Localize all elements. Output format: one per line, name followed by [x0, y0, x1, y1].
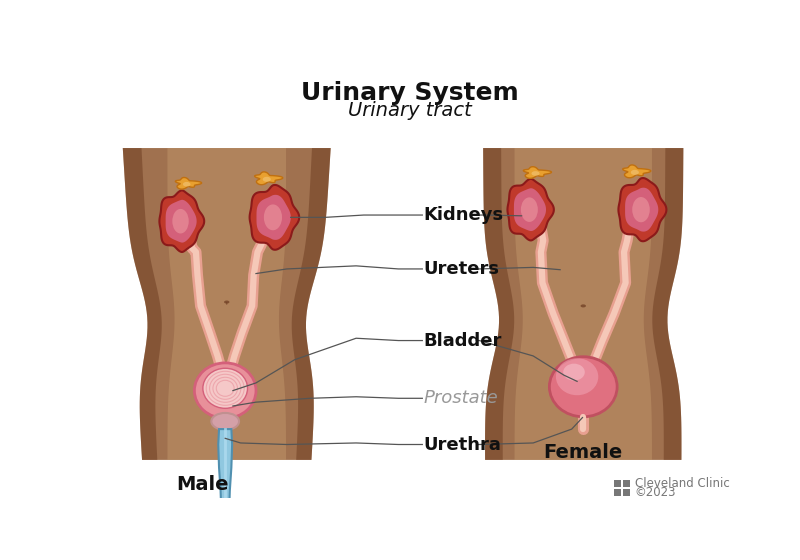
Ellipse shape	[203, 368, 247, 408]
Polygon shape	[614, 489, 621, 496]
Ellipse shape	[183, 182, 190, 186]
Polygon shape	[159, 190, 204, 252]
Ellipse shape	[581, 305, 586, 307]
Ellipse shape	[630, 170, 639, 175]
Ellipse shape	[224, 301, 230, 304]
Polygon shape	[514, 188, 546, 231]
Ellipse shape	[194, 363, 256, 418]
Text: Male: Male	[176, 475, 228, 494]
Ellipse shape	[521, 197, 538, 222]
Polygon shape	[122, 148, 162, 460]
Polygon shape	[623, 480, 630, 487]
Text: Ureters: Ureters	[424, 260, 500, 278]
Ellipse shape	[531, 171, 539, 176]
Text: Prostate: Prostate	[424, 389, 498, 407]
Polygon shape	[614, 480, 621, 487]
Polygon shape	[175, 178, 202, 189]
Polygon shape	[250, 185, 299, 250]
Text: Kidneys: Kidneys	[424, 206, 504, 224]
Ellipse shape	[172, 209, 189, 234]
Polygon shape	[622, 165, 650, 178]
Ellipse shape	[211, 413, 239, 430]
Polygon shape	[623, 489, 630, 496]
Polygon shape	[652, 148, 683, 460]
Ellipse shape	[563, 363, 585, 381]
Polygon shape	[254, 172, 282, 185]
Ellipse shape	[262, 177, 271, 182]
Polygon shape	[402, 141, 456, 487]
Polygon shape	[292, 148, 330, 460]
Polygon shape	[257, 195, 291, 240]
Polygon shape	[122, 148, 330, 460]
Polygon shape	[625, 188, 658, 232]
Ellipse shape	[550, 357, 617, 417]
Text: Urinary tract: Urinary tract	[348, 101, 472, 120]
Text: Urethra: Urethra	[424, 436, 502, 454]
Polygon shape	[218, 429, 232, 514]
Text: Bladder: Bladder	[424, 332, 502, 349]
Polygon shape	[523, 167, 551, 179]
Text: Female: Female	[544, 443, 623, 462]
Ellipse shape	[264, 204, 282, 230]
Text: Urinary System: Urinary System	[301, 81, 519, 105]
Text: ©2023: ©2023	[635, 486, 676, 499]
Polygon shape	[483, 148, 514, 460]
Ellipse shape	[556, 358, 598, 395]
Text: Cleveland Clinic: Cleveland Clinic	[635, 477, 730, 490]
Ellipse shape	[632, 197, 650, 222]
Polygon shape	[618, 178, 666, 241]
Polygon shape	[507, 179, 554, 240]
Polygon shape	[514, 148, 652, 460]
Polygon shape	[483, 148, 683, 460]
Polygon shape	[167, 148, 286, 460]
Polygon shape	[166, 200, 197, 242]
